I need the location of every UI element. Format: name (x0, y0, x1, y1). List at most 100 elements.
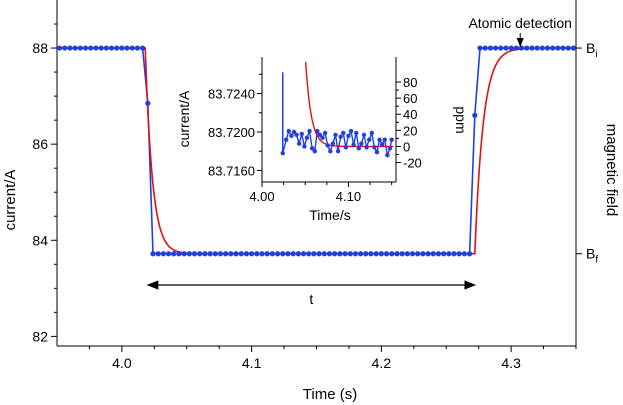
measured-point (108, 45, 115, 51)
measured-point (544, 45, 551, 51)
measured-point (529, 45, 535, 51)
measured-point (207, 251, 213, 257)
main-series (56, 45, 577, 257)
measured-point (373, 251, 379, 257)
inset-ppm-tick-label: -20 (403, 156, 422, 171)
field-level-label: Bf (586, 246, 598, 266)
measured-point (114, 45, 120, 51)
measured-point (233, 251, 239, 257)
inset-measured-point (346, 133, 351, 139)
inset-background (260, 57, 396, 182)
inset-measured-point (367, 137, 372, 142)
measured-point (155, 251, 161, 257)
main-y-tick-label: 88 (32, 40, 48, 56)
measured-point (513, 45, 519, 51)
measured-point (555, 45, 561, 51)
measured-point (119, 45, 125, 51)
inset-measured-point (361, 132, 367, 138)
inset-measured-point (335, 149, 341, 154)
inset-measured-point (354, 130, 359, 136)
main-ticks: 4.0 4.1 4.2 4.3 82 84 86 88 Bi Bf (32, 23, 598, 371)
measured-point (409, 251, 416, 257)
measured-point (243, 251, 250, 257)
measured-point (534, 45, 540, 51)
measured-point (186, 251, 192, 257)
measured-point (140, 45, 146, 51)
main-y-axis-label: current/A (2, 170, 19, 231)
measured-point (300, 251, 307, 257)
measured-point (435, 251, 442, 257)
inset-measured-point (309, 146, 315, 151)
inset-measured-point (312, 149, 317, 154)
measured-point (129, 45, 135, 51)
measured-point (202, 251, 208, 257)
inset-y-axis-label: current/A (176, 90, 192, 147)
measured-point (420, 251, 426, 257)
main-x-tick-label: 4.3 (501, 355, 521, 371)
inset-ppm-tick-label: 0 (403, 139, 410, 154)
measured-point (103, 45, 109, 51)
measured-point (316, 251, 322, 257)
measured-point (197, 251, 203, 257)
measured-point (487, 45, 493, 51)
measured-point (62, 45, 68, 51)
inset-measured-point (317, 132, 323, 138)
inset-measured-point (307, 128, 312, 134)
inset-measured-point (377, 137, 382, 142)
inset-series (280, 61, 394, 158)
measured-point (404, 251, 410, 257)
measured-point (446, 251, 452, 257)
measured-point (176, 251, 182, 257)
measured-point (88, 45, 94, 51)
measured-point (93, 45, 99, 51)
measured-point (430, 251, 436, 257)
inset-measured-point (320, 135, 325, 140)
measured-point (332, 251, 338, 257)
inset-measured-point (304, 135, 310, 140)
measured-point (399, 251, 405, 257)
measured-point (269, 251, 275, 257)
inset-measured-point (284, 137, 289, 142)
measured-point (425, 251, 431, 257)
inset-measured-point (325, 143, 330, 148)
measured-point (72, 45, 78, 51)
inset-measured-point (343, 145, 349, 150)
measured-point (274, 251, 281, 257)
measured-point (56, 45, 63, 51)
inset-x-tick-label: 4.10 (336, 189, 361, 204)
measured-point (477, 45, 483, 51)
inset-measured-point (348, 128, 354, 134)
inset-measured-point (374, 149, 380, 155)
main-y-tick-label: 84 (32, 232, 48, 248)
inset-measured-point (328, 149, 333, 154)
measured-point (228, 251, 234, 257)
measured-point (280, 251, 286, 257)
inset-axes (261, 57, 397, 183)
inset-measured-point (333, 132, 338, 138)
inset-measured-point (286, 128, 291, 134)
inset-measured-point (289, 133, 294, 139)
inset-fit-line (304, 61, 394, 148)
measured-point (415, 251, 421, 257)
measured-point (570, 45, 577, 51)
measured-point (472, 112, 478, 118)
inset-measured-point (315, 128, 320, 134)
measured-point (363, 251, 369, 257)
measured-point (482, 45, 488, 51)
main-x-tick-label: 4.0 (112, 355, 132, 371)
measured-point (518, 45, 525, 51)
measured-point (311, 251, 317, 257)
measured-point (389, 251, 395, 257)
inset-measured-point (296, 141, 302, 146)
measured-point (498, 45, 504, 51)
inset-measured-point (341, 130, 346, 136)
measured-point (368, 251, 374, 257)
measured-point (508, 45, 514, 51)
measured-point (145, 100, 151, 106)
measured-point (503, 45, 509, 51)
inset-chart: 4.00 4.10 83.7160 83.7200 83.7240 -20 02040608… (176, 57, 469, 223)
measured-point (456, 251, 462, 257)
inset-x-tick-label: 4.00 (249, 189, 274, 204)
